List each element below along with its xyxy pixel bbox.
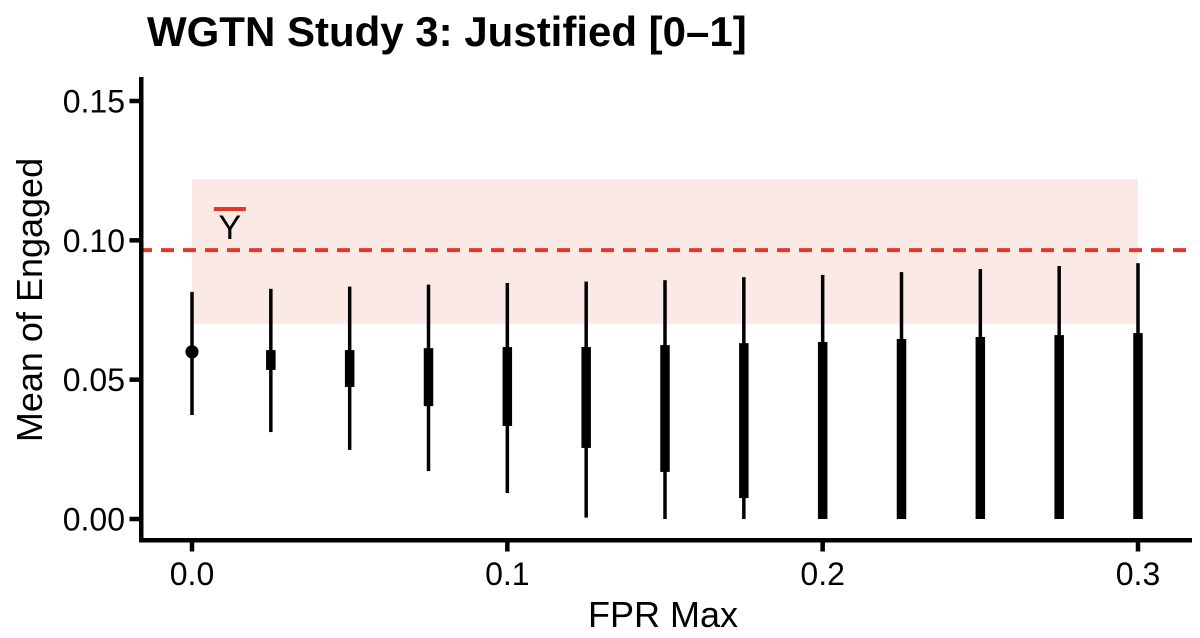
interval-bar-inner bbox=[266, 350, 276, 370]
interval-bar-inner bbox=[581, 347, 591, 448]
interval-bar-inner bbox=[344, 350, 355, 387]
y-tick-label: 0.05 bbox=[63, 362, 125, 398]
y-axis-title: Mean of Engaged bbox=[9, 157, 50, 443]
chart-title: WGTN Study 3: Justified [0–1] bbox=[147, 8, 747, 55]
point-estimate-dot bbox=[185, 345, 199, 359]
ybar-overline bbox=[213, 207, 246, 211]
y-tick-label: 0.15 bbox=[63, 84, 125, 120]
x-tick-label: 0.0 bbox=[170, 556, 214, 592]
y-tick bbox=[129, 516, 139, 522]
x-tick bbox=[505, 542, 510, 552]
interval-bar-inner bbox=[975, 337, 986, 519]
y-tick bbox=[129, 238, 139, 243]
interval-bar-inner bbox=[817, 342, 828, 519]
interval-bar-inner bbox=[739, 343, 749, 499]
interval-bar-inner bbox=[896, 338, 907, 519]
x-tick-label: 0.3 bbox=[1116, 556, 1160, 592]
x-tick bbox=[820, 542, 825, 552]
y-tick-label: 0.10 bbox=[63, 223, 125, 259]
x-axis-line bbox=[139, 538, 1192, 543]
interval-bar-inner bbox=[1054, 335, 1064, 519]
ybar-label: Y bbox=[218, 209, 241, 247]
interval-bar-inner bbox=[1133, 333, 1143, 519]
interval-bar-inner bbox=[502, 347, 513, 426]
x-tick-label: 0.2 bbox=[800, 556, 844, 592]
x-tick-label: 0.1 bbox=[485, 556, 529, 592]
y-tick bbox=[129, 377, 139, 382]
y-axis-line bbox=[139, 77, 144, 543]
x-axis-title: FPR Max bbox=[587, 594, 739, 635]
y-tick bbox=[129, 98, 139, 104]
interval-bar-inner bbox=[660, 345, 670, 472]
x-tick bbox=[189, 542, 195, 552]
y-tick-label: 0.00 bbox=[63, 502, 125, 538]
interval-bar-inner bbox=[423, 348, 434, 407]
x-tick bbox=[1135, 542, 1141, 552]
